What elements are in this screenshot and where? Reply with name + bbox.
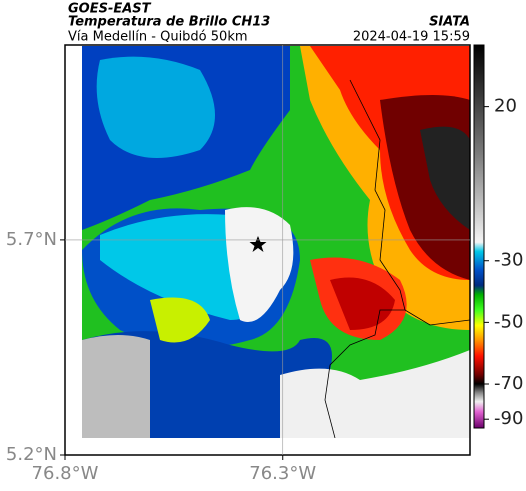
subtitle: Vía Medellín - Quibdó 50km <box>68 30 248 45</box>
satellite: GOES-EAST <box>68 2 152 17</box>
lon-tick-label: 76.8°W <box>32 463 99 484</box>
colorbar-tick-label: -70 <box>494 373 523 394</box>
brightness-field <box>82 46 470 438</box>
colorbar <box>473 44 485 429</box>
colorbar-tick-label: 20 <box>494 96 517 117</box>
map-frame <box>64 44 471 456</box>
location-marker <box>249 236 267 252</box>
colorbar-tick-label: -30 <box>494 250 523 271</box>
lat-tick-label: 5.7°N <box>6 229 57 250</box>
datetime: 2024-04-19 15:59 <box>353 30 470 45</box>
source: SIATA <box>429 15 470 30</box>
colorbar-tick-label: -90 <box>494 408 523 429</box>
lat-tick-label: 5.2°N <box>6 444 57 465</box>
colorbar-tick-label: -50 <box>494 311 523 332</box>
title: Temperatura de Brillo CH13 <box>68 15 270 30</box>
lon-tick-label: 76.3°W <box>249 463 316 484</box>
